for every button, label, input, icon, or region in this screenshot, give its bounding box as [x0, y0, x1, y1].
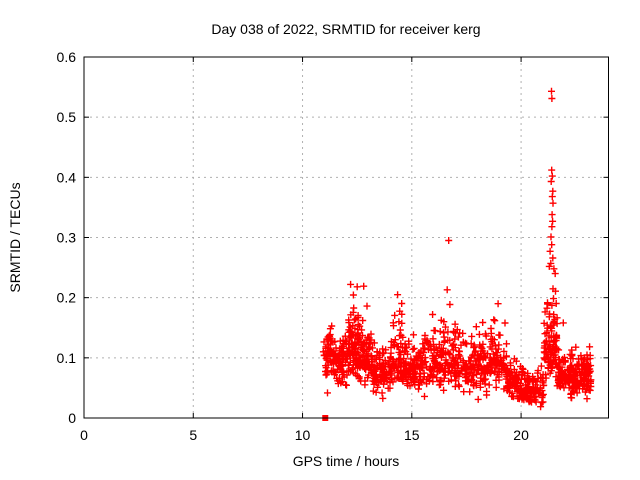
- y-axis-label: SRMTID / TECUs: [7, 182, 23, 292]
- y-tick-labels: 0 0.1 0.2 0.3 0.4 0.5 0.6: [57, 49, 77, 426]
- y-tick-label: 0.1: [57, 350, 77, 366]
- plot-frame: [83, 56, 609, 419]
- y-tick-label: 0.5: [57, 109, 77, 125]
- y-tick-label: 0.6: [57, 49, 77, 65]
- x-tick-label: 10: [295, 427, 311, 443]
- x-tick-labels: 0 5 10 15 20: [80, 427, 529, 443]
- x-tick-label: 5: [189, 427, 197, 443]
- grid-lines: [84, 57, 609, 418]
- x-axis-label: GPS time / hours: [293, 453, 400, 469]
- x-tick-label: 0: [80, 427, 88, 443]
- x-tick-label: 20: [513, 427, 529, 443]
- y-tick-label: 0: [68, 410, 76, 426]
- y-tick-label: 0.3: [57, 230, 77, 246]
- y-tick-label: 0.4: [57, 169, 77, 185]
- chart-title: Day 038 of 2022, SRMTID for receiver ker…: [211, 21, 480, 37]
- data-points: [319, 87, 595, 411]
- scatter-plus-markers: [319, 87, 595, 411]
- y-tick-label: 0.2: [57, 290, 77, 306]
- x-tick-label: 15: [404, 427, 420, 443]
